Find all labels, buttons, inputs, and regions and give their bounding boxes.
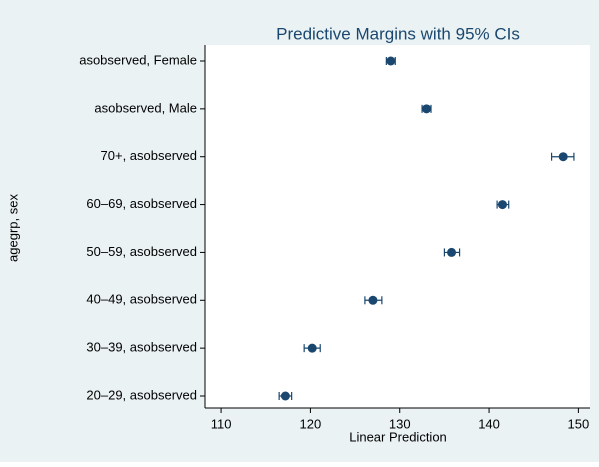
point [386, 56, 396, 66]
y-tick-label: asobserved, Male [94, 100, 197, 115]
x-axis-label: Linear Prediction [349, 429, 447, 444]
y-tick-label: 30–39, asobserved [86, 340, 197, 355]
chart-title: Predictive Margins with 95% CIs [276, 24, 520, 43]
y-tick-label: 50–59, asobserved [86, 244, 197, 259]
y-axis-label: agegrp, sex [5, 194, 20, 262]
x-tick-label: 110 [211, 416, 232, 431]
y-tick-label: 20–29, asobserved [86, 387, 197, 402]
plot-area [205, 45, 590, 408]
y-tick-label: 60–69, asobserved [86, 196, 197, 211]
point [497, 200, 507, 210]
x-tick-label: 150 [568, 416, 590, 431]
x-tick-label: 140 [478, 416, 500, 431]
point [422, 104, 432, 114]
y-tick-label: 70+, asobserved [101, 148, 197, 163]
point [447, 247, 457, 257]
point [307, 343, 317, 353]
y-tick-label: asobserved, Female [79, 52, 197, 67]
x-tick-label: 130 [389, 416, 411, 431]
y-tick-label: 40–49, asobserved [86, 292, 197, 307]
point [280, 391, 290, 401]
point [368, 295, 378, 305]
x-tick-label: 120 [300, 416, 322, 431]
point [558, 152, 568, 162]
